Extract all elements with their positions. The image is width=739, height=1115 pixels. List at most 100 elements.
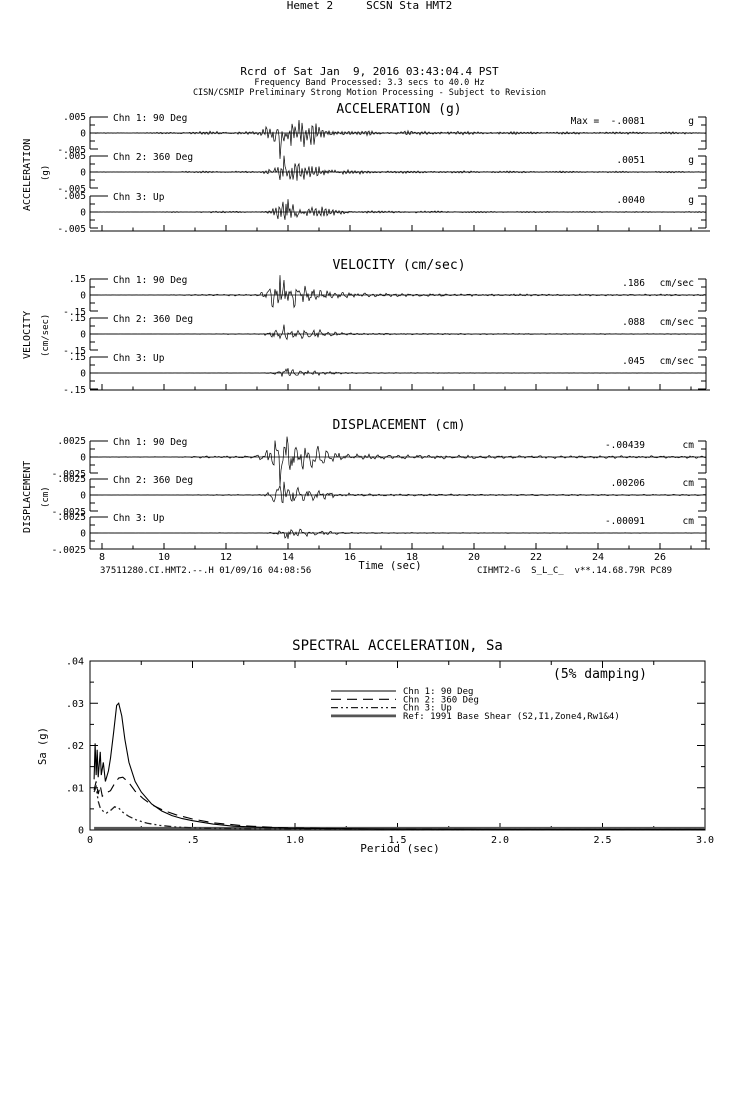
side-unit-velocity: (cm/sec) — [41, 313, 51, 357]
time-axis-label: Time (sec) — [358, 560, 422, 572]
scale-label-pos: .0025 — [57, 512, 86, 523]
legend-entry-label: Chn 2: 360 Deg — [403, 695, 479, 705]
channel-label: Chn 3: Up — [113, 353, 165, 364]
peak-value: .045 — [622, 356, 645, 367]
time-tick-label: 14 — [282, 552, 294, 563]
scale-label-zero: 0 — [80, 129, 86, 140]
scale-label-zero: 0 — [80, 208, 86, 219]
scale-label-zero: 0 — [80, 330, 86, 341]
legend-entry-label: Ref: 1991 Base Shear (S2,I1,Zone4,Rw1&4) — [403, 712, 620, 722]
side-label-displacement: DISPLACEMENT — [22, 460, 33, 533]
channel-velocity-3: .15 0 -.15 Chn 3: Up .045 cm/sec — [63, 352, 707, 396]
peak-value: -.00439 — [605, 440, 645, 451]
scale-label-pos: .005 — [63, 191, 86, 202]
panel-title-displacement: DISPLACEMENT (cm) — [332, 418, 466, 433]
period-tick-label: 3.0 — [696, 835, 714, 846]
peak-unit: g — [688, 155, 694, 166]
time-tick-label: 16 — [344, 552, 356, 563]
side-unit-acceleration: (g) — [41, 164, 51, 181]
channel-acceleration-3: .005 0 -.005 Chn 3: Up .0040 g — [57, 191, 707, 235]
scale-label-pos: .15 — [69, 352, 86, 363]
spectral-curve — [93, 776, 705, 831]
header-frequency-band-line: Frequency Band Processed: 3.3 secs to 40… — [254, 78, 485, 88]
period-tick-label: 1.0 — [286, 835, 304, 846]
peak-value: .0051 — [616, 155, 645, 166]
waveform-trace — [91, 120, 707, 159]
channel-velocity-1: .15 0 -.15 Chn 1: 90 Deg .186 cm/sec — [63, 274, 707, 318]
scale-label-pos: .005 — [63, 112, 86, 123]
channel-label: Chn 2: 360 Deg — [113, 475, 193, 486]
peak-unit: cm/sec — [660, 317, 694, 328]
scale-label-pos: .005 — [63, 151, 86, 162]
scale-label-neg: -.15 — [63, 307, 86, 318]
time-tick-label: 8 — [99, 552, 105, 563]
sa-tick-label: .04 — [66, 657, 84, 668]
period-tick-label: 0 — [87, 835, 93, 846]
waveform-trace — [91, 481, 707, 504]
peak-value: Max = -.0081 — [571, 116, 646, 127]
channel-label: Chn 2: 360 Deg — [113, 314, 193, 325]
waveform-trace — [91, 275, 707, 309]
panel-displacement: .0025 0 -.0025 Chn 1: 90 Deg -.00439 cm .0025 0… — [52, 436, 710, 563]
sa-tick-label: 0 — [78, 826, 84, 837]
channel-velocity-2: .15 0 -.15 Chn 2: 360 Deg .088 cm/sec — [63, 313, 707, 357]
channel-acceleration-2: .005 0 -.005 Chn 2: 360 Deg .0051 g — [57, 151, 707, 195]
header-disclaimer-line: CISN/CSMIP Preliminary Strong Motion Pro… — [192, 88, 547, 98]
channel-displacement-3: .0025 0 -.0025 Chn 3: Up -.00091 cm — [52, 512, 707, 556]
period-tick-label: 1.5 — [388, 835, 406, 846]
peak-value: -.00091 — [605, 516, 645, 527]
scale-label-neg: -.0025 — [52, 507, 86, 518]
scale-label-pos: .15 — [69, 274, 86, 285]
time-tick-label: 22 — [530, 552, 542, 563]
sa-tick-label: .02 — [66, 741, 84, 752]
peak-unit: cm/sec — [660, 356, 694, 367]
scale-label-zero: 0 — [80, 168, 86, 179]
peak-unit: cm — [683, 440, 695, 451]
time-tick-label: 20 — [468, 552, 480, 563]
time-tick-label: 12 — [220, 552, 232, 563]
channel-label: Chn 3: Up — [113, 513, 165, 524]
scale-label-pos: .0025 — [57, 474, 86, 485]
channel-displacement-2: .0025 0 -.0025 Chn 2: 360 Deg .00206 cm — [52, 474, 707, 518]
channel-label: Chn 1: 90 Deg — [113, 113, 187, 124]
period-tick-label: 2.5 — [593, 835, 611, 846]
channel-acceleration-1: .005 0 -.005 Chn 1: 90 Deg Max = -.0081 g — [57, 112, 707, 159]
side-label-velocity: VELOCITY — [22, 310, 33, 359]
time-tick-label: 24 — [592, 552, 604, 563]
scale-label-zero: 0 — [80, 491, 86, 502]
scale-label-pos: .15 — [69, 313, 86, 324]
channel-label: Chn 1: 90 Deg — [113, 275, 187, 286]
side-unit-displacement: (cm) — [41, 486, 51, 508]
peak-value: .0040 — [616, 195, 645, 206]
peak-unit: cm — [683, 516, 695, 527]
time-tick-label: 26 — [654, 552, 666, 563]
scale-label-zero: 0 — [80, 453, 86, 464]
scale-label-neg: -.15 — [63, 385, 86, 396]
period-tick-label: .5 — [186, 835, 198, 846]
spectral-curve — [93, 702, 705, 831]
panel-velocity: .15 0 -.15 Chn 1: 90 Deg .186 cm/sec .15 0 -.15 C… — [63, 274, 710, 396]
legend-entry-label: Chn 3: Up — [403, 704, 452, 714]
peak-unit: g — [688, 116, 694, 127]
side-label-acceleration: ACCELERATION — [22, 138, 33, 211]
scale-label-pos: .0025 — [57, 436, 86, 447]
peak-unit: cm — [683, 478, 695, 489]
waveform-trace — [91, 528, 707, 539]
panel-title-acceleration: ACCELERATION (g) — [336, 102, 462, 117]
waveform-trace — [91, 155, 707, 181]
footer-record-id: 37511280.CI.HMT2.--.H 01/09/16 04:08:56 — [100, 566, 312, 576]
channel-label: Chn 1: 90 Deg — [113, 437, 187, 448]
header-record-line: Rcrd of Sat Jan 9, 2016 03:43:04.4 PST — [240, 65, 499, 78]
scale-label-neg: -.0025 — [52, 469, 86, 480]
footer-processing-id: CIHMT2-G S_L_C_ v**.14.68.79R PC89 — [477, 566, 673, 576]
damping-annotation: (5% damping) — [553, 667, 647, 682]
period-axis-label: Period (sec) — [360, 842, 440, 855]
channel-displacement-1: .0025 0 -.0025 Chn 1: 90 Deg -.00439 cm — [52, 436, 707, 486]
sa-axis-label: Sa (g) — [37, 727, 49, 765]
period-tick-label: 2.0 — [491, 835, 509, 846]
peak-value: .00206 — [611, 478, 646, 489]
